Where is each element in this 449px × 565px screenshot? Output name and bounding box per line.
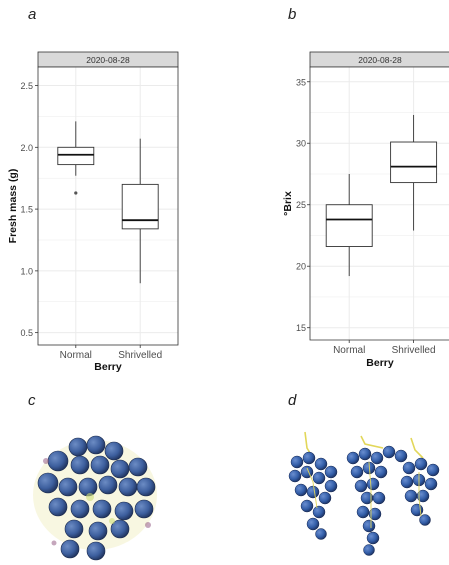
blueberry-group-photo (33, 435, 157, 561)
x-tick-label: Shrivelled (392, 345, 436, 356)
panel-letter-b: b (288, 6, 297, 23)
outlier-point (74, 191, 78, 195)
box-shrivelled (390, 141, 438, 184)
facet-label: 2020-08-28 (86, 55, 130, 65)
y-axis-title: °Brix (282, 191, 294, 216)
box-normal (57, 146, 95, 166)
panel-letter-d: d (288, 392, 297, 409)
chart-fresh-mass: 2020-08-28 0.5 1.0 1.5 2.0 2.5 Normal Shrivelle… (7, 51, 179, 373)
y-tick-label: 2.5 (20, 81, 33, 91)
y-tick-label: 20 (296, 262, 306, 272)
y-tick-label: 35 (296, 77, 306, 87)
y-tick-label: 1.0 (20, 266, 33, 276)
y-axis-title: Fresh mass (g) (7, 169, 19, 244)
box-shrivelled (121, 183, 159, 230)
box-normal (325, 204, 373, 247)
y-tick-label: 25 (296, 200, 306, 210)
x-axis-title: Berry (366, 357, 394, 369)
x-tick-label: Normal (60, 350, 92, 361)
y-tick-label: 2.0 (20, 143, 33, 153)
panel-letter-a: a (28, 6, 37, 23)
plot-area (310, 67, 449, 340)
chart-brix: 2020-08-28 15 20 25 30 35 Normal ShrivelledBerr… (282, 51, 449, 369)
y-tick-label: 1.5 (20, 205, 33, 215)
x-tick-label: Normal (333, 345, 365, 356)
grape-bunches-photo (288, 431, 440, 556)
y-tick-label: 0.5 (20, 328, 33, 338)
plot-border (37, 66, 179, 346)
y-tick-label: 15 (296, 323, 306, 333)
x-axis-title: Berry (94, 361, 122, 373)
y-tick-label: 30 (296, 139, 306, 149)
panel-letter-c: c (28, 392, 36, 409)
x-tick-label: Shrivelled (118, 350, 162, 361)
facet-label: 2020-08-28 (358, 55, 402, 65)
plot-border (309, 66, 449, 341)
